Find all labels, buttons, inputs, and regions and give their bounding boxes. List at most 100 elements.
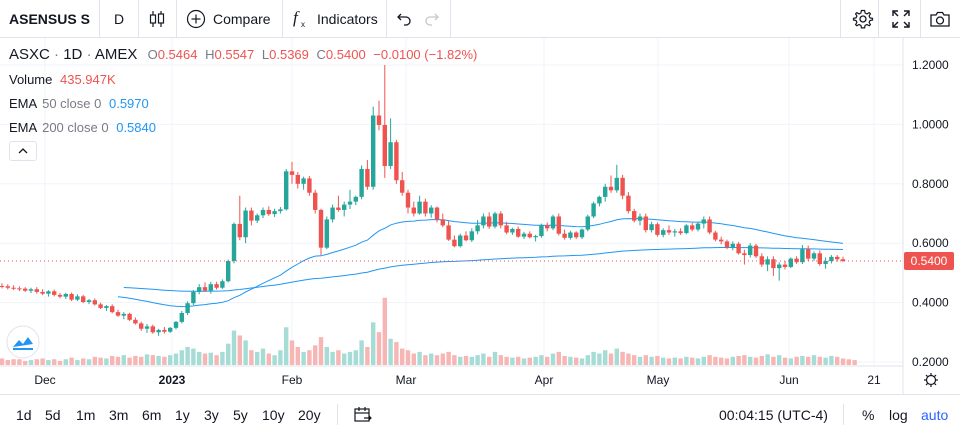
timezone-button[interactable]: 00:04:15 (UTC-4): [719, 395, 828, 433]
price-chart[interactable]: 1.2000 1.0000 0.8000 0.6000 0.4000 0.2000 Dec…: [0, 38, 960, 394]
candle-body: [365, 168, 370, 187]
candle-body: [481, 216, 486, 226]
candle-body: [811, 253, 817, 259]
range-label: 5y: [233, 406, 248, 423]
settings-button[interactable]: [852, 0, 874, 38]
legend-ema50-row[interactable]: EMA 50 close 0 0.5970: [9, 96, 149, 111]
candle-body: [92, 300, 97, 305]
volume-bar: [168, 355, 173, 365]
go-to-date-button[interactable]: [353, 395, 373, 433]
interval-button[interactable]: D: [114, 0, 124, 38]
volume-bar: [429, 353, 434, 365]
candle-body: [255, 215, 260, 221]
compare-button[interactable]: Compare: [186, 0, 271, 38]
range-1d-button[interactable]: 1d: [16, 395, 32, 433]
volume-bar: [765, 354, 770, 365]
volume-bar: [115, 356, 121, 365]
range-label: 6m: [142, 406, 162, 423]
candle-body: [788, 258, 793, 267]
volume-bar: [788, 358, 793, 365]
range-5y-button[interactable]: 5y: [233, 395, 248, 433]
tradingview-logo-icon: [6, 325, 40, 359]
candle-body: [690, 225, 695, 230]
candle-body: [817, 253, 822, 264]
time-tick-label: Mar: [396, 373, 417, 387]
candle-body: [133, 319, 138, 324]
ema50-params: 50 close 0: [42, 96, 102, 111]
volume-bar: [284, 327, 289, 365]
candle-body: [655, 224, 660, 235]
log-scale-button[interactable]: log: [889, 395, 908, 433]
volume-bar: [458, 356, 463, 365]
range-3m-button[interactable]: 3m: [109, 395, 128, 433]
percent-scale-button[interactable]: %: [862, 395, 874, 433]
volume-bar: [643, 355, 648, 365]
volume-bar: [487, 356, 492, 365]
range-6m-button[interactable]: 6m: [142, 395, 161, 433]
undo-button[interactable]: [396, 0, 412, 38]
candle-body: [579, 229, 585, 238]
volume-bar: [191, 348, 196, 365]
candle-body: [794, 258, 799, 263]
volume-bar: [313, 345, 318, 365]
fullscreen-button[interactable]: [891, 0, 911, 38]
candle-body: [17, 288, 22, 290]
range-1m-button[interactable]: 1m: [76, 395, 95, 433]
volume-bar: [255, 351, 260, 365]
volume-bar: [388, 338, 393, 365]
candle-body: [150, 326, 155, 333]
volume-bar: [365, 346, 370, 365]
chart-type-button[interactable]: [148, 0, 166, 38]
candle-body: [405, 192, 411, 208]
candle-body: [376, 115, 382, 125]
time-tick-label: Dec: [34, 373, 55, 387]
volume-bar: [185, 346, 190, 365]
candle-body: [191, 291, 196, 304]
volume-bar: [811, 355, 817, 365]
legend-ema200-row[interactable]: EMA 200 close 0 0.5840: [9, 120, 156, 135]
snapshot-button[interactable]: [929, 0, 951, 38]
volume-bar: [835, 356, 840, 365]
volume-bar: [23, 360, 28, 365]
volume-bar: [771, 356, 776, 365]
ema50-value: 0.5970: [108, 96, 149, 111]
candle-body: [75, 296, 80, 300]
range-1y-button[interactable]: 1y: [175, 395, 190, 433]
volume-bar: [156, 355, 161, 365]
symbol-search-button[interactable]: ASENSUS S: [9, 0, 90, 38]
candle-body: [5, 286, 10, 288]
range-3y-button[interactable]: 3y: [204, 395, 219, 433]
candle-body: [156, 329, 161, 333]
volume-bar: [405, 350, 411, 365]
toolbar-divider: [840, 0, 841, 38]
ema200-label: EMA: [9, 120, 37, 135]
auto-scale-button[interactable]: auto: [921, 395, 948, 433]
log-label: log: [889, 406, 908, 423]
range-10y-button[interactable]: 10y: [262, 395, 285, 433]
calendar-icon: [353, 406, 373, 424]
candle-body: [597, 196, 602, 204]
volume-bar: [504, 356, 509, 365]
range-5d-button[interactable]: 5d: [45, 395, 61, 433]
volume-bar: [394, 342, 399, 365]
volume-bar: [110, 355, 115, 365]
legend-volume-row[interactable]: Volume 435.947K: [9, 72, 116, 87]
toolbar-divider: [176, 0, 177, 38]
volume-bar: [748, 356, 753, 365]
volume-bar: [446, 351, 451, 365]
chart-legend: ASXC · 1D · AMEX O0.5464 H0.5547 L0.5369…: [0, 38, 520, 168]
candle-body: [562, 233, 567, 238]
volume-bar: [846, 359, 851, 365]
candle-body: [759, 256, 764, 265]
redo-button[interactable]: [424, 0, 440, 38]
candle-body: [40, 291, 45, 294]
candle-body: [34, 289, 39, 292]
volume-bar: [690, 357, 695, 365]
range-label: 20y: [298, 406, 321, 423]
collapse-legend-button[interactable]: [9, 141, 37, 161]
range-20y-button[interactable]: 20y: [298, 395, 321, 433]
volume-bar: [139, 356, 144, 365]
candle-body: [533, 236, 538, 238]
volume-bar: [510, 357, 515, 365]
